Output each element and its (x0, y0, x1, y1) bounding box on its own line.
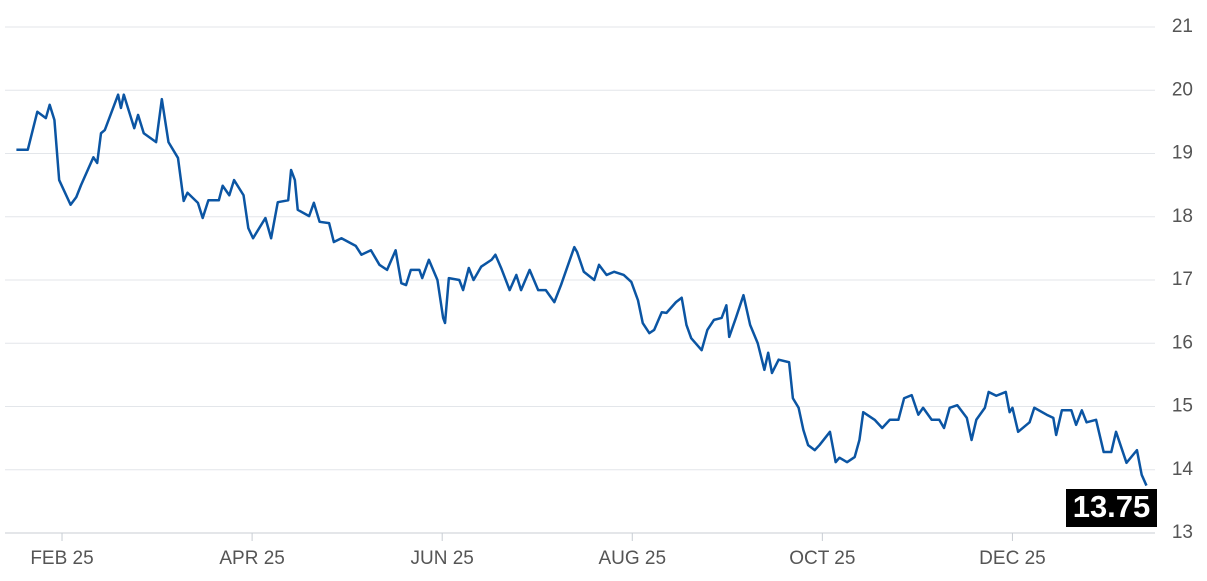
y-tick-label: 20 (1172, 79, 1193, 100)
x-tick-label: APR 25 (219, 548, 284, 569)
y-tick-label: 18 (1172, 206, 1193, 227)
y-tick-label: 13 (1172, 522, 1193, 543)
y-tick-label: 16 (1172, 332, 1193, 353)
x-tick-label: AUG 25 (598, 548, 666, 569)
last-value-badge: 13.75 (1066, 489, 1157, 527)
x-tick-label: DEC 25 (979, 548, 1046, 569)
x-tick-label: FEB 25 (30, 548, 93, 569)
x-tick-label: OCT 25 (789, 548, 855, 569)
y-tick-label: 17 (1172, 269, 1193, 290)
y-tick-label: 19 (1172, 143, 1193, 164)
price-line (16, 93, 1148, 487)
badge-box (1066, 489, 1157, 527)
y-tick-label: 14 (1172, 459, 1194, 480)
y-tick-label: 15 (1172, 396, 1193, 417)
last-value-label: 13.75 (1073, 489, 1151, 524)
y-tick-label: 21 (1172, 16, 1193, 37)
x-tick-label: JUN 25 (411, 548, 474, 569)
